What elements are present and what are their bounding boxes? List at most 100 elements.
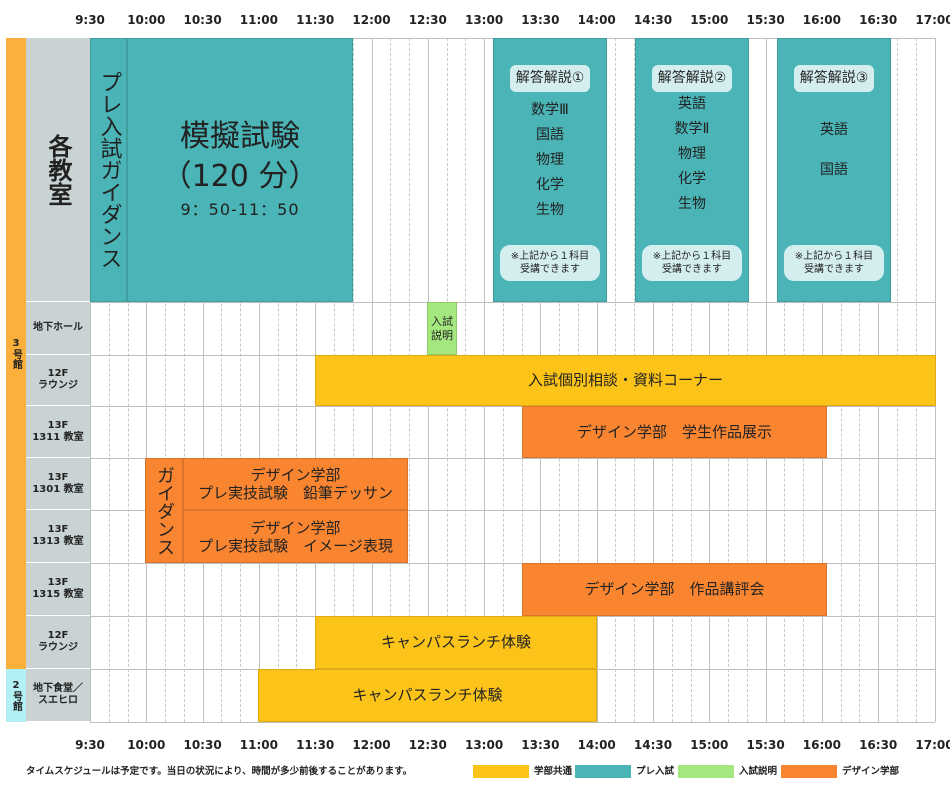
row-room: 1315 教室	[32, 589, 84, 600]
solution-2-subjects: 英語 数学Ⅱ 物理 化学 生物	[675, 92, 710, 217]
basement-hall-label: 地下ホール	[33, 322, 83, 333]
practical-image-line: デザイン学部	[250, 518, 341, 537]
subject: 英語	[677, 96, 706, 112]
solution-3-title: 解答解説③	[793, 65, 875, 92]
subject: 化学	[677, 171, 706, 187]
grid-row-line	[90, 406, 935, 407]
row-label-1313: 13F 1313 教室	[26, 510, 90, 563]
time-tick-label: 14:30	[633, 13, 673, 27]
note-line: ※上記から１科目	[510, 251, 590, 262]
consultation-text: 入試個別相談・資料コーナー	[527, 371, 723, 389]
building-2-label: 2号館	[10, 680, 22, 711]
time-tick-label: 16:00	[802, 738, 841, 752]
event-solution-1: 解答解説① 数学Ⅲ 国語 物理 化学 生物 ※上記から１科目 受講できます	[493, 38, 607, 302]
time-tick-label: 16:00	[802, 13, 841, 27]
row-label-basement-hall: 地下ホール	[26, 302, 90, 355]
time-tick-label: 11:30	[296, 738, 335, 752]
time-tick-label: 17:00	[915, 13, 950, 27]
time-tick-label: 9:30	[75, 738, 105, 752]
time-tick-label: 10:30	[183, 738, 222, 752]
subject: 物理	[536, 152, 564, 168]
note-line: 受講できます	[520, 264, 580, 275]
solution-2-title: 解答解説②	[651, 65, 733, 92]
legend-swatch-pre-exam	[575, 765, 631, 778]
practical-drawing-line: プレ実技試験 鉛筆デッサン	[197, 484, 393, 502]
mock-exam-title: 模擬試験	[180, 119, 300, 154]
row-floor: 13F	[47, 524, 69, 535]
mock-exam-time: 9：50-11：50	[180, 200, 300, 219]
time-tick-label: 13:30	[521, 738, 560, 752]
subject: 生物	[677, 196, 706, 212]
subject: 英語	[820, 122, 848, 138]
critique-text: デザイン学部 作品講評会	[584, 580, 765, 598]
time-tick-label: 12:00	[352, 738, 391, 752]
grid-row-line	[90, 722, 935, 723]
row-floor: 13F	[47, 419, 69, 431]
event-lunch-cafeteria: キャンパスランチ体験	[258, 669, 597, 722]
time-tick-label: 11:00	[239, 13, 278, 27]
event-pre-guidance: プレ入試ガイダンス	[90, 38, 127, 302]
grid-line-minor	[240, 38, 242, 722]
lunch-cafeteria-text: キャンパスランチ体験	[352, 686, 503, 704]
row-label-1311: 13F 1311 教室	[26, 406, 90, 458]
solution-3-subjects: 英語 国語	[820, 110, 848, 190]
row-room: 1301 教室	[32, 483, 84, 495]
building-3-label: 3号館	[10, 338, 22, 369]
grid-line-minor	[221, 38, 223, 722]
time-tick-label: 14:00	[577, 13, 616, 27]
event-critique: デザイン学部 作品講評会	[522, 563, 827, 616]
time-tick-label: 15:30	[746, 738, 785, 752]
time-tick-label: 13:30	[521, 13, 560, 27]
pre-guidance-text: プレ入試ガイダンス	[96, 71, 122, 269]
row-floor: 13F	[47, 471, 69, 483]
grid-line-minor	[277, 38, 279, 722]
time-tick-label: 12:30	[408, 738, 447, 752]
note-line: 受講できます	[804, 264, 864, 275]
row-room: ラウンジ	[38, 380, 78, 391]
event-exam-info: 入試 説明	[427, 302, 457, 355]
time-tick-label: 12:00	[352, 13, 391, 27]
legend-swatch-exam-info	[678, 765, 734, 778]
subject: 数学Ⅱ	[674, 121, 710, 137]
subject: 数学Ⅲ	[531, 102, 569, 118]
grid-line-minor	[108, 38, 110, 722]
building-3-bar: 3号館	[6, 38, 26, 669]
practical-image-line: プレ実技試験 イメージ表現	[198, 536, 393, 555]
footer-note: タイムスケジュールは予定です。当日の状況により、時間が多少前後することがあります…	[26, 766, 413, 777]
grid-line-minor	[165, 38, 167, 722]
grid-row-line	[90, 510, 935, 511]
row-room: 1311 教室	[32, 431, 84, 443]
practical-drawing-line: デザイン学部	[250, 466, 341, 484]
time-tick-label: 12:30	[408, 13, 447, 27]
solution-1-subjects: 数学Ⅲ 国語 物理 化学 生物	[531, 98, 569, 223]
row-floor: 13F	[47, 577, 69, 588]
solution-2-note: ※上記から１科目 受講できます	[642, 245, 742, 281]
event-lunch-12f: キャンパスランチ体験	[315, 616, 597, 669]
grid-line-major	[146, 38, 148, 722]
grid-line-major	[258, 38, 260, 722]
exam-info-line: 入試	[431, 314, 453, 328]
row-label-main-room: 各教室	[26, 38, 90, 302]
row-label-1315: 13F 1315 教室	[26, 563, 90, 616]
grid-line-minor	[296, 38, 298, 722]
grid-line-minor	[127, 38, 129, 722]
legend-swatch-common	[473, 765, 529, 778]
row-label-12f-lounge-b: 12F ラウンジ	[26, 616, 90, 669]
time-tick-label: 15:30	[746, 13, 785, 27]
student-works-text: デザイン学部 学生作品展示	[576, 422, 772, 441]
grid-line-major	[90, 38, 91, 722]
event-solution-3: 解答解説③ 英語 国語 ※上記から１科目 受講できます	[777, 38, 891, 302]
note-line: ※上記から１科目	[652, 251, 732, 262]
event-mock-exam: 模擬試験 （120 分） 9：50-11：50	[127, 38, 353, 302]
event-practical-drawing: デザイン学部 プレ実技試験 鉛筆デッサン	[183, 458, 408, 510]
time-tick-label: 13:00	[464, 738, 504, 752]
solution-1-title: 解答解説①	[509, 65, 591, 92]
time-tick-label: 14:00	[577, 738, 616, 752]
legend-label-exam-info: 入試説明	[739, 766, 778, 777]
solution-1-note: ※上記から１科目 受講できます	[500, 245, 600, 281]
subject: 化学	[536, 177, 564, 193]
time-tick-label: 16:30	[859, 738, 898, 752]
time-tick-label: 17:00	[915, 738, 950, 752]
row-label-12f-lounge-a: 12F ラウンジ	[26, 355, 90, 406]
grid-row-line	[90, 302, 935, 303]
